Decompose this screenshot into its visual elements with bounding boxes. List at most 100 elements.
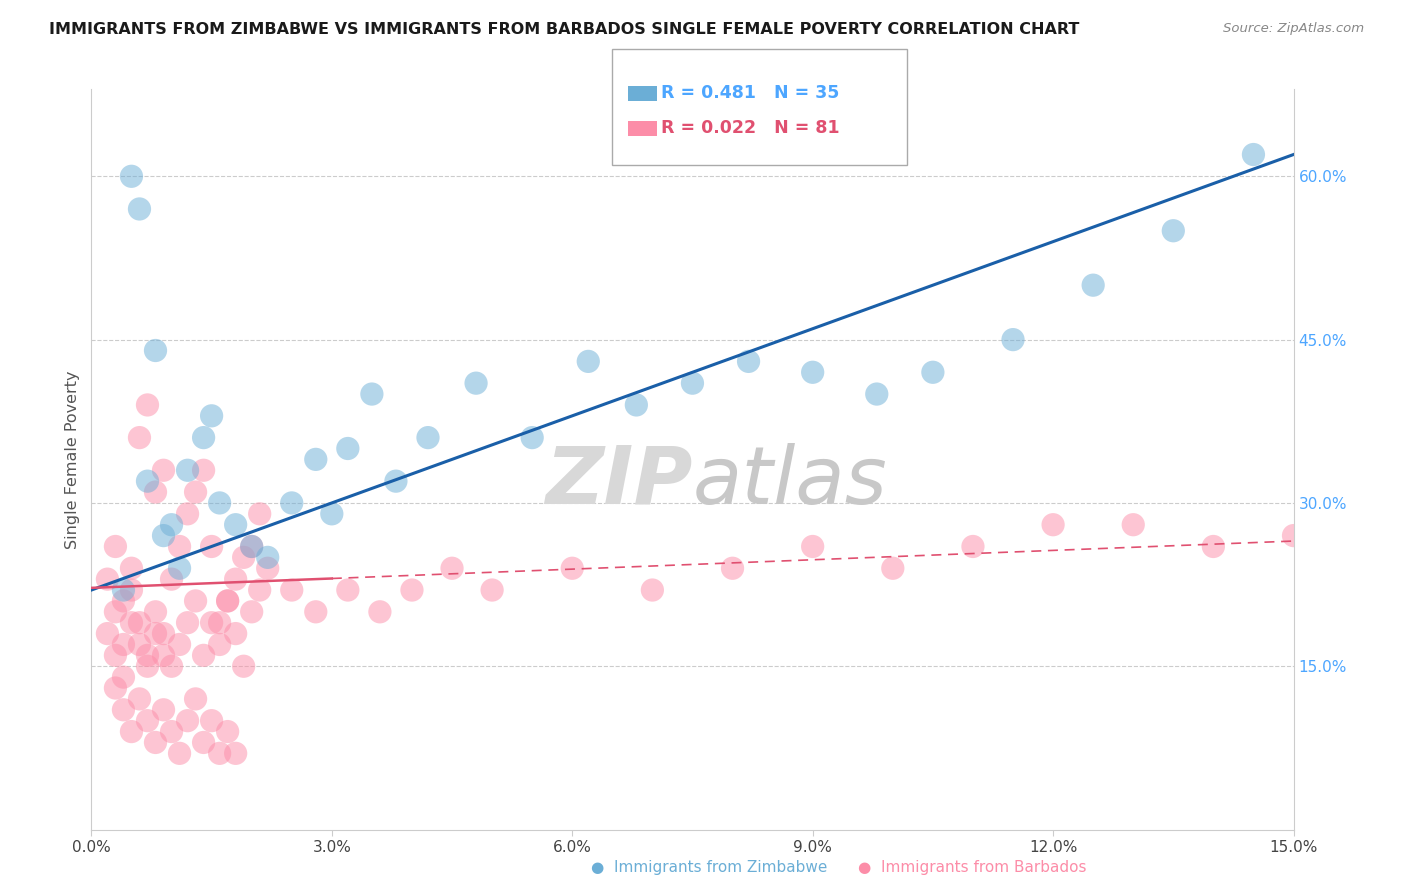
Point xyxy=(96,572,118,586)
Point xyxy=(145,343,167,358)
Point xyxy=(416,431,439,445)
Point xyxy=(169,561,191,575)
Point xyxy=(576,354,599,368)
Point xyxy=(256,550,278,565)
Point xyxy=(336,442,359,456)
Point xyxy=(1042,517,1064,532)
Point xyxy=(217,724,239,739)
Text: IMMIGRANTS FROM ZIMBABWE VS IMMIGRANTS FROM BARBADOS SINGLE FEMALE POVERTY CORRE: IMMIGRANTS FROM ZIMBABWE VS IMMIGRANTS F… xyxy=(49,22,1080,37)
Point xyxy=(201,615,224,630)
Text: ●  Immigrants from Zimbabwe: ● Immigrants from Zimbabwe xyxy=(591,860,827,874)
Point xyxy=(136,648,159,663)
Point xyxy=(121,615,143,630)
Point xyxy=(360,387,382,401)
Point xyxy=(225,572,247,586)
Point xyxy=(145,735,167,749)
Point xyxy=(184,692,207,706)
Point xyxy=(217,594,239,608)
Point xyxy=(240,540,263,554)
Point xyxy=(152,648,174,663)
Point xyxy=(232,659,254,673)
Point xyxy=(112,582,135,597)
Point xyxy=(145,626,167,640)
Text: R = 0.481   N = 35: R = 0.481 N = 35 xyxy=(661,84,839,102)
Text: ZIP: ZIP xyxy=(546,442,692,521)
Point xyxy=(1001,333,1024,347)
Point xyxy=(561,561,583,575)
Point xyxy=(225,747,247,761)
Point xyxy=(112,703,135,717)
Point xyxy=(721,561,744,575)
Point xyxy=(305,452,328,467)
Point xyxy=(112,637,135,651)
Point xyxy=(112,670,135,684)
Point xyxy=(208,747,231,761)
Point xyxy=(240,605,263,619)
Point xyxy=(225,517,247,532)
Point xyxy=(321,507,343,521)
Point xyxy=(201,714,224,728)
Point xyxy=(401,582,423,597)
Point xyxy=(1243,147,1265,161)
Point xyxy=(152,528,174,542)
Point xyxy=(1122,517,1144,532)
Point xyxy=(112,594,135,608)
Text: atlas: atlas xyxy=(692,442,887,521)
Point xyxy=(193,735,215,749)
Point xyxy=(465,376,488,391)
Point xyxy=(208,496,231,510)
Point xyxy=(136,659,159,673)
Point xyxy=(136,398,159,412)
Point xyxy=(128,637,150,651)
Point xyxy=(440,561,463,575)
Point xyxy=(184,594,207,608)
Point xyxy=(801,540,824,554)
Point xyxy=(176,507,198,521)
Point xyxy=(145,605,167,619)
Point xyxy=(176,463,198,477)
Point xyxy=(208,615,231,630)
Point xyxy=(737,354,759,368)
Point xyxy=(104,681,127,695)
Point xyxy=(160,724,183,739)
Point xyxy=(217,594,239,608)
Point xyxy=(136,474,159,488)
Point xyxy=(208,637,231,651)
Point xyxy=(160,517,183,532)
Point xyxy=(160,572,183,586)
Point xyxy=(176,615,198,630)
Point xyxy=(96,626,118,640)
Point xyxy=(193,431,215,445)
Point xyxy=(104,540,127,554)
Point xyxy=(201,409,224,423)
Point xyxy=(169,540,191,554)
Point xyxy=(152,703,174,717)
Point xyxy=(160,659,183,673)
Point xyxy=(193,463,215,477)
Y-axis label: Single Female Poverty: Single Female Poverty xyxy=(65,370,80,549)
Text: R = 0.022   N = 81: R = 0.022 N = 81 xyxy=(661,120,839,137)
Point xyxy=(152,626,174,640)
Point xyxy=(305,605,328,619)
Point xyxy=(1202,540,1225,554)
Text: Source: ZipAtlas.com: Source: ZipAtlas.com xyxy=(1223,22,1364,36)
Point xyxy=(281,582,304,597)
Point xyxy=(256,561,278,575)
Point xyxy=(368,605,391,619)
Point xyxy=(136,714,159,728)
Point xyxy=(1282,528,1305,542)
Point xyxy=(240,540,263,554)
Point xyxy=(801,365,824,379)
Point xyxy=(225,626,247,640)
Point xyxy=(104,648,127,663)
Point xyxy=(169,747,191,761)
Point xyxy=(1163,224,1185,238)
Point xyxy=(121,724,143,739)
Point xyxy=(626,398,648,412)
Point xyxy=(249,507,271,521)
Point xyxy=(201,540,224,554)
Point xyxy=(121,582,143,597)
Point xyxy=(169,637,191,651)
Point xyxy=(866,387,889,401)
Point xyxy=(121,561,143,575)
